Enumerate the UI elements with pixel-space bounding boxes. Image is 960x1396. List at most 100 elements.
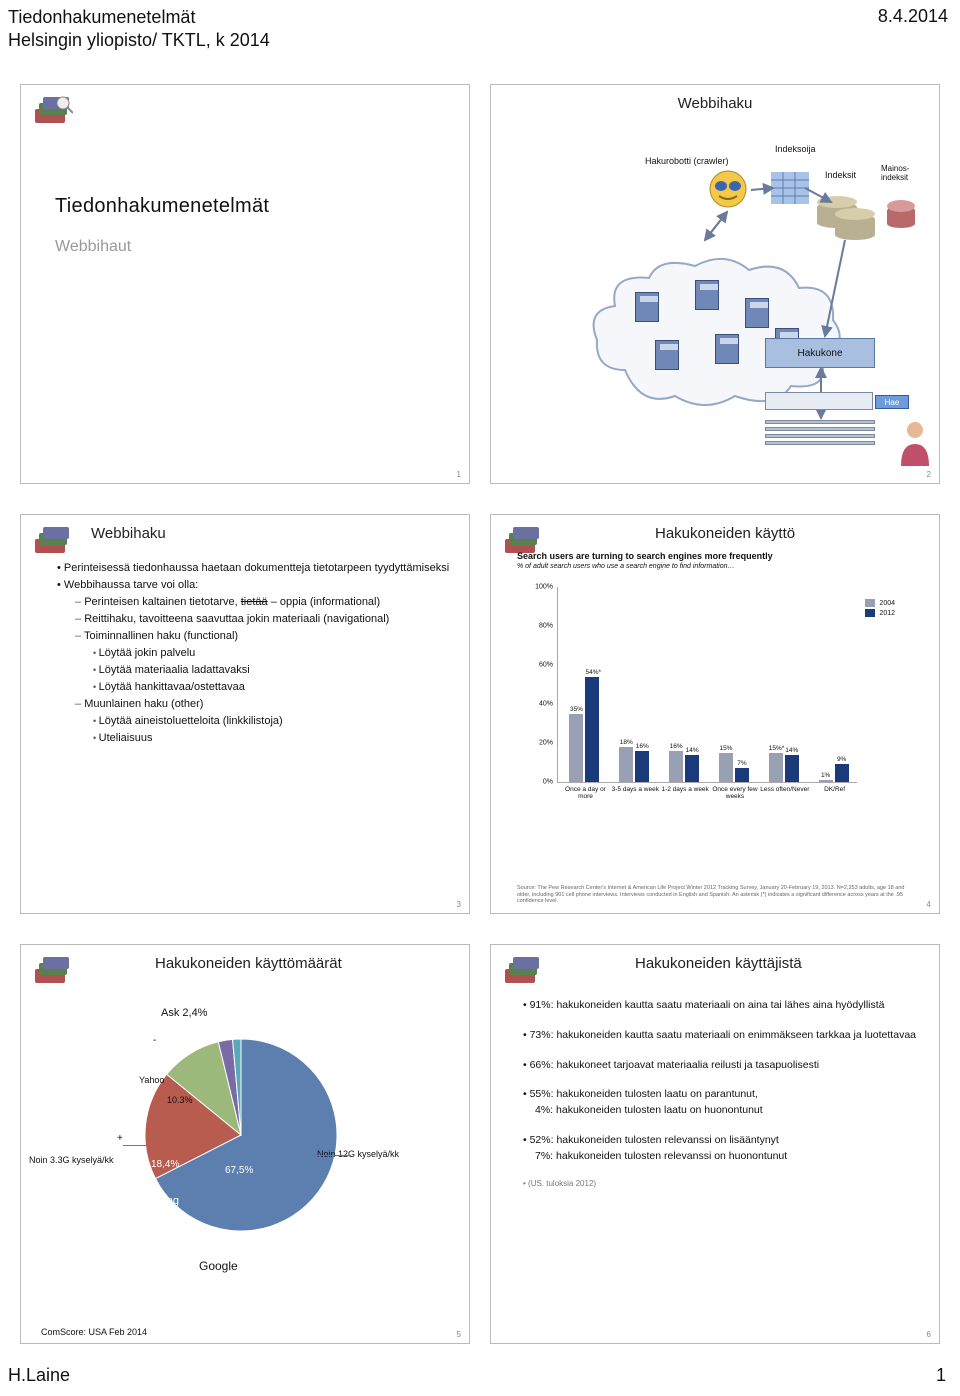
footer-author: H.Laine (8, 1365, 70, 1386)
slide-1: Tiedonhakumenetelmät Webbihaut 1 (20, 84, 470, 484)
header-subtitle: Helsingin yliopisto/ TKTL, k 2014 (8, 29, 270, 52)
pie-chart (141, 1035, 341, 1238)
list-item: Perinteisessä tiedonhaussa haetaan dokum… (57, 560, 455, 577)
strike-text: tietää (241, 596, 268, 608)
x-tick-label: Once a day or more (560, 786, 610, 800)
bar-value-label: 18% (619, 739, 633, 746)
list-item: 91%: hakukoneiden kautta saatu materiaal… (523, 998, 925, 1014)
slide3-title: Webbihaku (91, 525, 455, 542)
minus-sign: - (153, 1035, 156, 1046)
bar: 7% (735, 768, 749, 782)
slide-num: 2 (927, 470, 931, 479)
y-tick-label: 60% (539, 662, 553, 669)
bar-value-label: 15%* (769, 745, 783, 752)
books-icon (31, 953, 73, 990)
pie-seglabel: Google (199, 1259, 238, 1273)
y-tick-label: 80% (539, 623, 553, 630)
bar: 54%* (585, 677, 599, 782)
list-item: Löytää jokin palvelu (93, 645, 455, 662)
slide6-list: 91%: hakukoneiden kautta saatu materiaal… (523, 998, 925, 1190)
footer-pagenum: 1 (936, 1365, 946, 1386)
bar-value-label: 7% (735, 760, 749, 767)
list-text: – oppia (informational) (268, 596, 381, 608)
plus-sign: + (117, 1133, 123, 1144)
slide4-title: Hakukoneiden käyttö (655, 525, 925, 542)
pie-pct: 67,5% (225, 1165, 253, 1176)
y-tick-label: 40% (539, 701, 553, 708)
slide-num: 1 (457, 470, 461, 479)
bar: 18% (619, 747, 633, 782)
slide-2: Webbihaku Hakurobotti (crawler) Indeksoi… (490, 84, 940, 484)
list-item: Löytää hankittavaa/ostettavaa (93, 679, 455, 696)
list-item: 73%: hakukoneiden kautta saatu materiaal… (523, 1028, 925, 1044)
bar-value-label: 15% (719, 745, 733, 752)
slide-6: Hakukoneiden käyttäjistä 91%: hakukoneid… (490, 944, 940, 1344)
slide5-title: Hakukoneiden käyttömäärät (155, 955, 455, 972)
bar-value-label: 16% (669, 743, 683, 750)
x-tick-label: DK/Ref (810, 786, 860, 793)
x-tick-label: 1-2 days a week (660, 786, 710, 793)
list-item: Muunlainen haku (other) Löytää aineistol… (75, 696, 455, 747)
list-text: Toiminnallinen haku (functional) (84, 630, 238, 642)
bar-chart: 0%20%40%60%80%100%35%54%*Once a day or m… (517, 569, 897, 829)
note-left: Noin 3.3G kyselyä/kk (29, 1155, 114, 1165)
search-field (765, 392, 873, 410)
x-tick-label: 3-5 days a week (610, 786, 660, 793)
chart-legend: 2004 2012 (865, 599, 895, 619)
list-item: 52%: hakukoneiden tulosten relevanssi on… (523, 1133, 925, 1165)
pie-pct: 10.3% (167, 1095, 193, 1105)
bar: 16% (669, 751, 683, 782)
slide-5: Hakukoneiden käyttömäärät Ask 2,4% Noin … (20, 944, 470, 1344)
bar: 16% (635, 751, 649, 782)
note-right: Noin 12G kyselyä/kk (317, 1149, 399, 1159)
list-text: Webbihaussa tarve voi olla: (64, 579, 198, 591)
x-tick-label: Less often/Never (760, 786, 810, 793)
engine-box: Hakukone (765, 338, 875, 368)
list-subtext: 4%: hakukoneiden tulosten laatu on huono… (535, 1103, 925, 1119)
slide5-footer: ComScore: USA Feb 2014 (41, 1327, 147, 1337)
legend-label: 2004 (879, 600, 895, 607)
bar-value-label: 54%* (585, 669, 599, 676)
list-text: Perinteisen kaltainen tietotarve, (84, 596, 241, 608)
search-button: Hae (875, 395, 909, 409)
pie-seglabel: Bing (157, 1195, 179, 1207)
list-item: 66%: hakukoneet tarjoavat materiaalia re… (523, 1058, 925, 1074)
slide1-subtitle: Webbihaut (55, 238, 455, 256)
list-item: Reittihaku, tavoitteena saavuttaa jokin … (75, 611, 455, 628)
pie-pct: 18,4% (151, 1159, 179, 1170)
list-item: Webbihaussa tarve voi olla: Perinteisen … (57, 577, 455, 747)
bar: 35% (569, 714, 583, 782)
slide-num: 4 (927, 900, 931, 909)
list-item: 55%: hakukoneiden tulosten laatu on para… (523, 1087, 925, 1119)
y-tick-label: 20% (539, 740, 553, 747)
list-item: Löytää materiaalia ladattavaksi (93, 662, 455, 679)
slide2-diagram: Hakurobotti (crawler) Indeksoija Indeksi… (505, 120, 925, 484)
bar: 9% (835, 764, 849, 782)
x-tick-label: Once every few weeks (710, 786, 760, 800)
bar-value-label: 9% (835, 756, 849, 763)
list-item: Perinteisen kaltainen tietotarve, tietää… (75, 594, 455, 611)
bar: 15% (719, 753, 733, 782)
chart-source: Source: The Pew Research Center's Intern… (517, 885, 919, 905)
slide-num: 5 (457, 1330, 461, 1339)
results-lines (765, 420, 875, 448)
slide6-title: Hakukoneiden käyttäjistä (635, 955, 925, 972)
slide1-title: Tiedonhakumenetelmät (55, 195, 455, 218)
slide6-source: • (US. tuloksia 2012) (523, 1178, 925, 1190)
bar: 15%* (769, 753, 783, 782)
slide2-title: Webbihaku (505, 95, 925, 112)
page-date: 8.4.2014 (878, 6, 948, 27)
y-tick-label: 100% (535, 584, 553, 591)
list-item: Löytää aineistoluetteloita (linkkilistoj… (93, 713, 455, 730)
list-subtext: 7%: hakukoneiden tulosten relevanssi on … (535, 1149, 925, 1165)
source-text: (US. tuloksia 2012) (528, 1179, 596, 1188)
y-tick-label: 0% (543, 779, 553, 786)
slide-num: 3 (457, 900, 461, 909)
legend-label: 2012 (879, 610, 895, 617)
bar-value-label: 14% (785, 747, 799, 754)
bar: 14% (785, 755, 799, 782)
list-item: Toiminnallinen haku (functional) Löytää … (75, 628, 455, 696)
books-icon (31, 93, 73, 130)
slide-num: 6 (927, 1330, 931, 1339)
slides-grid: Tiedonhakumenetelmät Webbihaut 1 Webbiha… (20, 84, 940, 1344)
